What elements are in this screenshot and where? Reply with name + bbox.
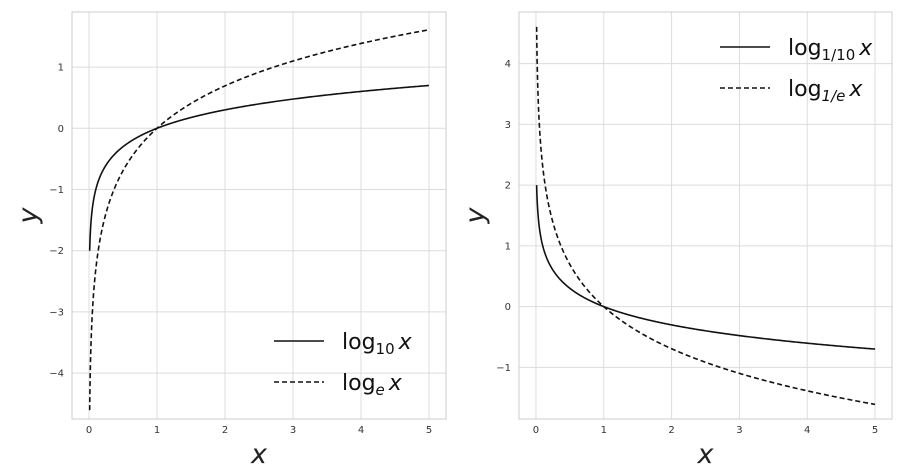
legend-entry: log1/10 x xyxy=(788,36,873,64)
plot-frame xyxy=(71,11,447,420)
x-tick-label: 0 xyxy=(533,425,539,436)
x-tick-label: 2 xyxy=(668,425,674,436)
series-line-dashed xyxy=(88,28,430,411)
y-tick-label: −3 xyxy=(49,307,64,318)
y-axis-label: y xyxy=(460,206,491,224)
right-chart: 0 1 2 3 4 5 −1 0 1 2 3 4 x y log1/10 x log1/e x xyxy=(460,11,893,470)
x-tick-label: 5 xyxy=(872,425,878,436)
y-tick-label: −1 xyxy=(49,185,64,196)
series-line-dashed xyxy=(535,26,876,406)
series-line-solid xyxy=(535,184,876,350)
plot-frame xyxy=(518,11,893,420)
y-tick-label: −4 xyxy=(49,369,64,380)
x-tick-label: 1 xyxy=(601,425,607,436)
y-tick-label: 0 xyxy=(58,124,64,135)
x-tick-label: 4 xyxy=(804,425,810,436)
x-tick-label: 0 xyxy=(86,425,92,436)
series-line-solid xyxy=(88,84,430,252)
y-tick-label: −2 xyxy=(49,246,64,257)
x-tick-label: 3 xyxy=(290,425,296,436)
y-tick-label: 1 xyxy=(58,63,64,74)
x-tick-label: 5 xyxy=(426,425,432,436)
legend-entry: log10 x xyxy=(342,330,413,358)
x-tick-label: 3 xyxy=(736,425,742,436)
legend-entry: loge x xyxy=(342,371,403,399)
left-chart: 0 1 2 3 4 5 −4 −3 −2 −1 0 1 x y log10 x loge x xyxy=(13,11,447,470)
y-tick-label: 0 xyxy=(505,302,511,313)
x-tick-label: 4 xyxy=(358,425,364,436)
legend-entry: log1/e x xyxy=(788,77,863,105)
x-axis-label: x xyxy=(697,439,715,470)
x-tick-label: 1 xyxy=(154,425,160,436)
y-tick-label: 3 xyxy=(505,120,511,131)
x-tick-label: 2 xyxy=(222,425,228,436)
y-tick-label: −1 xyxy=(496,363,511,374)
y-tick-label: 2 xyxy=(505,181,511,192)
y-axis-label: y xyxy=(13,206,44,224)
y-tick-label: 4 xyxy=(505,59,511,70)
y-tick-label: 1 xyxy=(505,241,511,252)
x-axis-label: x xyxy=(250,439,268,470)
